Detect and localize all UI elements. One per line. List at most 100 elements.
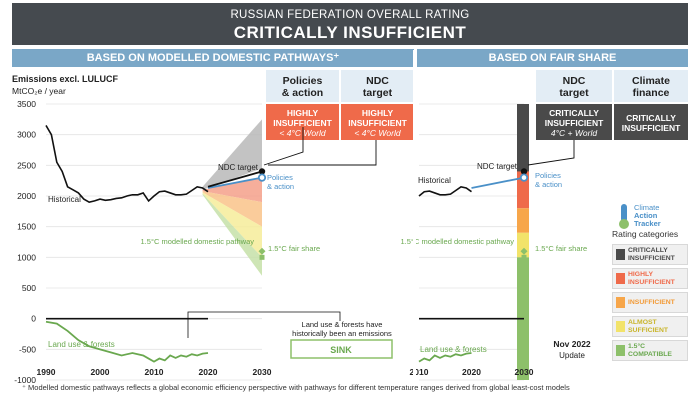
logo-line1: Climate: [634, 203, 660, 212]
legend-item: INSUFFICIENT: [612, 292, 688, 313]
page-title: CRITICALLY INSUFFICIENT: [233, 23, 467, 42]
x-tick-label-right: 2020: [462, 367, 481, 377]
policies-label-l2: & action: [267, 182, 294, 191]
ndc-target-marker: [258, 168, 266, 175]
y-tick-label: -500: [19, 344, 36, 354]
modelled-pathways-band: BASED ON MODELLED DOMESTIC PATHWAYS⁺: [12, 49, 414, 67]
ndc-right-rating-badge: CRITICALLY INSUFFICIENT 4°C + World: [536, 104, 612, 140]
finance-rating-badge: CRITICALLY INSUFFICIENT: [614, 104, 688, 140]
legend-swatch: [616, 249, 625, 260]
series-line: [418, 352, 472, 363]
land-use-label: Land use & forests: [48, 340, 115, 349]
y-tick-label: 1500: [17, 222, 36, 232]
y-axis-title: Emissions excl. LULUCF: [12, 74, 119, 84]
policies-label-right-l1: Policies: [535, 171, 561, 180]
fair-share-bar: [517, 104, 529, 380]
modelled-pathway-label-right: 1.5°C modelled domestic pathway: [401, 237, 515, 246]
sink-note-line2: historically been an emissions: [292, 329, 392, 338]
legend-item: 1.5°C COMPATIBLE: [612, 340, 688, 361]
thermometer-icon: [619, 204, 629, 229]
x-tick-label-right: 2010: [410, 367, 429, 377]
cat-logo: Climate Action Tracker: [612, 198, 684, 238]
legend-label: CRITICALLY INSUFFICIENT: [628, 247, 675, 262]
series-line: [45, 125, 209, 203]
ndc-target-marker: [520, 168, 528, 175]
series-line: [207, 170, 263, 188]
sink-note-connector: [187, 311, 341, 338]
land-use-label-right: Land use & forests: [420, 345, 487, 354]
legend-swatch: [616, 273, 625, 284]
legend-title: Rating categories: [612, 229, 679, 239]
x-tick-label: 2000: [91, 367, 110, 377]
fair-share-segment: [517, 208, 529, 233]
modelled-pathway-label: 1.5°C modelled domestic pathway: [141, 237, 255, 246]
fair-share-marker: [259, 254, 265, 260]
sink-box-label: SINK: [330, 345, 352, 355]
logo-line2: Action: [634, 211, 658, 220]
x-tick-label: 2010: [145, 367, 164, 377]
fair-share-band: BASED ON FAIR SHARE: [417, 49, 688, 67]
legend-label: HIGHLY INSUFFICIENT: [628, 271, 675, 286]
legend-item: HIGHLY INSUFFICIENT: [612, 268, 688, 289]
fair-share-marker: [521, 254, 527, 260]
sink-box: [290, 339, 393, 359]
ndc-target-label: NDC target: [218, 163, 259, 172]
y-tick-label: 2500: [17, 160, 36, 170]
series-line: [45, 320, 209, 363]
y-tick-label: 3000: [17, 130, 36, 140]
legend-item: CRITICALLY INSUFFICIENT: [612, 244, 688, 265]
axis-ticks: 3500 3000 2500 2000 1500 1000 500 0 -500 -1000199…: [14, 99, 533, 385]
update-label: Update: [559, 351, 585, 360]
legend-label: ALMOST SUFFICIENT: [628, 319, 669, 334]
range-band: [202, 192, 262, 258]
y-tick-label: 0: [31, 314, 36, 324]
fair-share-label-right: 1.5°C fair share: [535, 244, 587, 253]
legend-label: INSUFFICIENT: [628, 299, 675, 306]
ndc-right-header-bg: [536, 70, 612, 102]
legend-swatch: [616, 297, 625, 308]
series-line: [471, 176, 525, 189]
policies-marker: [519, 173, 529, 182]
ndc-left-header-bg: [341, 70, 414, 102]
x-tick-label: 1990: [37, 367, 56, 377]
range-band: [202, 177, 262, 203]
finance-column-title: Climate finance: [632, 75, 670, 99]
update-date: Nov 2022: [553, 339, 591, 349]
y-tick-label: 1000: [17, 252, 36, 262]
modelled-pathway-marker: [258, 247, 266, 255]
policies-marker: [257, 173, 267, 182]
finance-header-bg: [614, 70, 688, 102]
x-tick-label: 2030: [253, 367, 272, 377]
title-bar: RUSSIAN FEDERATION OVERALL RATING CRITIC…: [12, 3, 688, 45]
policies-column-title: Policies & action: [281, 75, 324, 99]
y-tick-label: 3500: [17, 99, 36, 109]
fair-share-label: 1.5°C fair share: [268, 244, 320, 253]
legend-item: ALMOST SUFFICIENT: [612, 316, 688, 337]
legend-swatch: [616, 321, 625, 332]
policies-label-right-l2: & action: [535, 180, 562, 189]
range-band: [202, 193, 262, 276]
x-tick-label: 2020: [199, 367, 218, 377]
logo-line3: Tracker: [634, 219, 661, 228]
series-lines: [45, 125, 525, 363]
y-axis-unit: MtCO₂e / year: [12, 86, 66, 96]
historical-label-right: Historical: [418, 176, 451, 185]
ndc-right-column-title: NDC target: [559, 75, 589, 99]
policies-header-bg: [266, 70, 339, 102]
range-band: [202, 191, 262, 227]
legend-swatch: [616, 345, 625, 356]
policies-connector: [263, 127, 304, 166]
policies-rating-badge: HIGHLY INSUFFICIENT < 4°C World: [266, 104, 339, 140]
ndc-left-connector: [268, 140, 377, 166]
historical-label: Historical: [48, 195, 81, 204]
ndc-left-column-title: NDC target: [362, 75, 393, 99]
y-tick-label: -1000: [14, 375, 36, 385]
target-markers: [257, 168, 529, 260]
sink-note-line1: Land use & forests have: [302, 320, 383, 329]
ndc-target-label-right: NDC target: [477, 162, 518, 171]
footnote: ⁺ Modelled domestic pathways reflects a …: [22, 383, 570, 392]
x-tick-label-right: 2030: [515, 367, 534, 377]
modelled-pathway-marker: [520, 247, 528, 255]
y-tick-label: 500: [22, 283, 36, 293]
